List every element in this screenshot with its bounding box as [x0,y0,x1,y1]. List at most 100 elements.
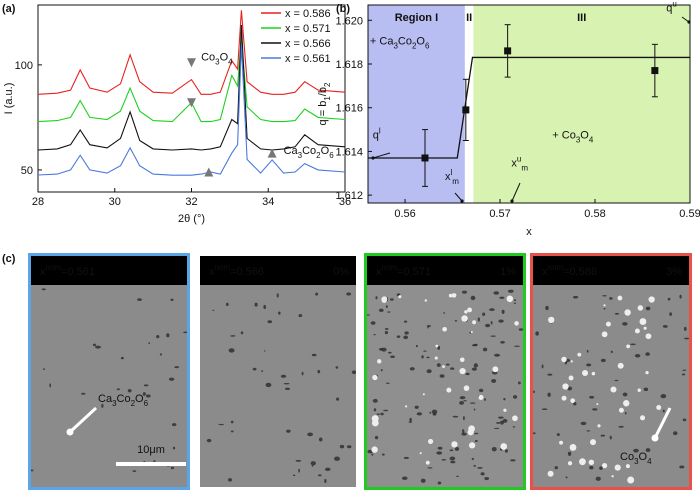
pore [380,412,384,416]
region [368,5,465,203]
micrograph-label: xnom=0.586 [542,263,597,278]
pore [518,381,521,385]
region [473,5,690,203]
pore [610,350,613,354]
pore [414,405,419,409]
peak-marker [267,148,277,158]
text-part: 3 [215,58,220,67]
x-axis-label: x [526,226,532,238]
precipitate [470,331,473,334]
precipitate [626,344,631,349]
pore [142,392,146,396]
phase-fraction: 0% [333,266,349,278]
pore [403,320,408,323]
pore [474,432,479,435]
text-part: x [542,266,548,278]
pore [421,355,424,359]
text-part: m [521,164,528,173]
text-part: 1 [323,96,332,101]
pore [409,417,412,423]
precipitate [570,398,576,404]
pore [602,295,607,297]
pore [436,451,443,455]
precipitate [639,318,647,326]
pore [143,384,149,387]
y-tick-label: 1.616 [335,103,363,115]
annotation: xlm [445,168,459,186]
text-part: + Co [552,129,576,141]
data-point [462,106,470,114]
pore [567,451,572,456]
pore [645,306,651,311]
phase-fraction: 3% [666,266,682,278]
text-part: =0.566 [230,266,264,278]
pore [545,305,549,311]
pore [437,345,441,350]
pore [603,307,606,310]
pore [416,412,423,416]
header-band [197,253,359,285]
pore [265,382,272,388]
pore [384,328,389,330]
pore [156,334,160,339]
pore [614,379,619,382]
pore [389,298,394,301]
text-part: q = b [317,101,329,126]
text-part: 3 [112,399,117,408]
pore [420,478,426,483]
pore [502,418,508,423]
phase-fraction: 1% [500,266,516,278]
precipitate [547,470,554,477]
pore [474,440,478,443]
pore [474,343,478,346]
pore [380,369,383,372]
pore [494,353,501,357]
pore [643,387,649,392]
x-tick-label: 30 [109,196,121,208]
pore [426,369,432,374]
pore [403,335,409,340]
pore [101,403,104,408]
pore [586,430,591,432]
precipitate [500,443,508,450]
text-part: x [445,171,451,183]
pore [586,349,589,353]
pore [533,390,535,394]
pore [477,317,480,322]
pore [317,474,322,477]
precipitate [503,408,507,412]
pore [324,467,331,472]
pore [373,334,376,336]
text-part: Ca [98,393,113,405]
precipitate [492,366,499,373]
annotation: Co3O4 [201,52,233,67]
precipitate [567,461,573,466]
text-part: O [321,145,330,157]
text-part: u [517,155,521,164]
text-part: =0.571 [397,266,431,278]
pore [682,418,687,422]
pore [170,466,175,470]
pore [431,409,438,414]
series-line [37,10,346,95]
data-point [421,154,429,162]
pore [480,472,485,476]
precipitate [463,385,470,392]
pore [409,367,415,371]
region-label: III [577,12,586,24]
text-part: q [666,3,672,15]
x-tick-label: 0.57 [489,208,510,220]
legend-label: x = 0.586 [285,8,331,20]
pore [310,461,316,466]
text-part: u [672,0,676,9]
precipitate [548,316,555,324]
pore [450,460,456,464]
pore [324,478,327,484]
pore [618,425,624,428]
pore [662,409,665,413]
pore [645,448,651,453]
precipitate [512,415,518,422]
pore [565,476,568,479]
precipitate [434,356,438,360]
pore [491,379,497,383]
